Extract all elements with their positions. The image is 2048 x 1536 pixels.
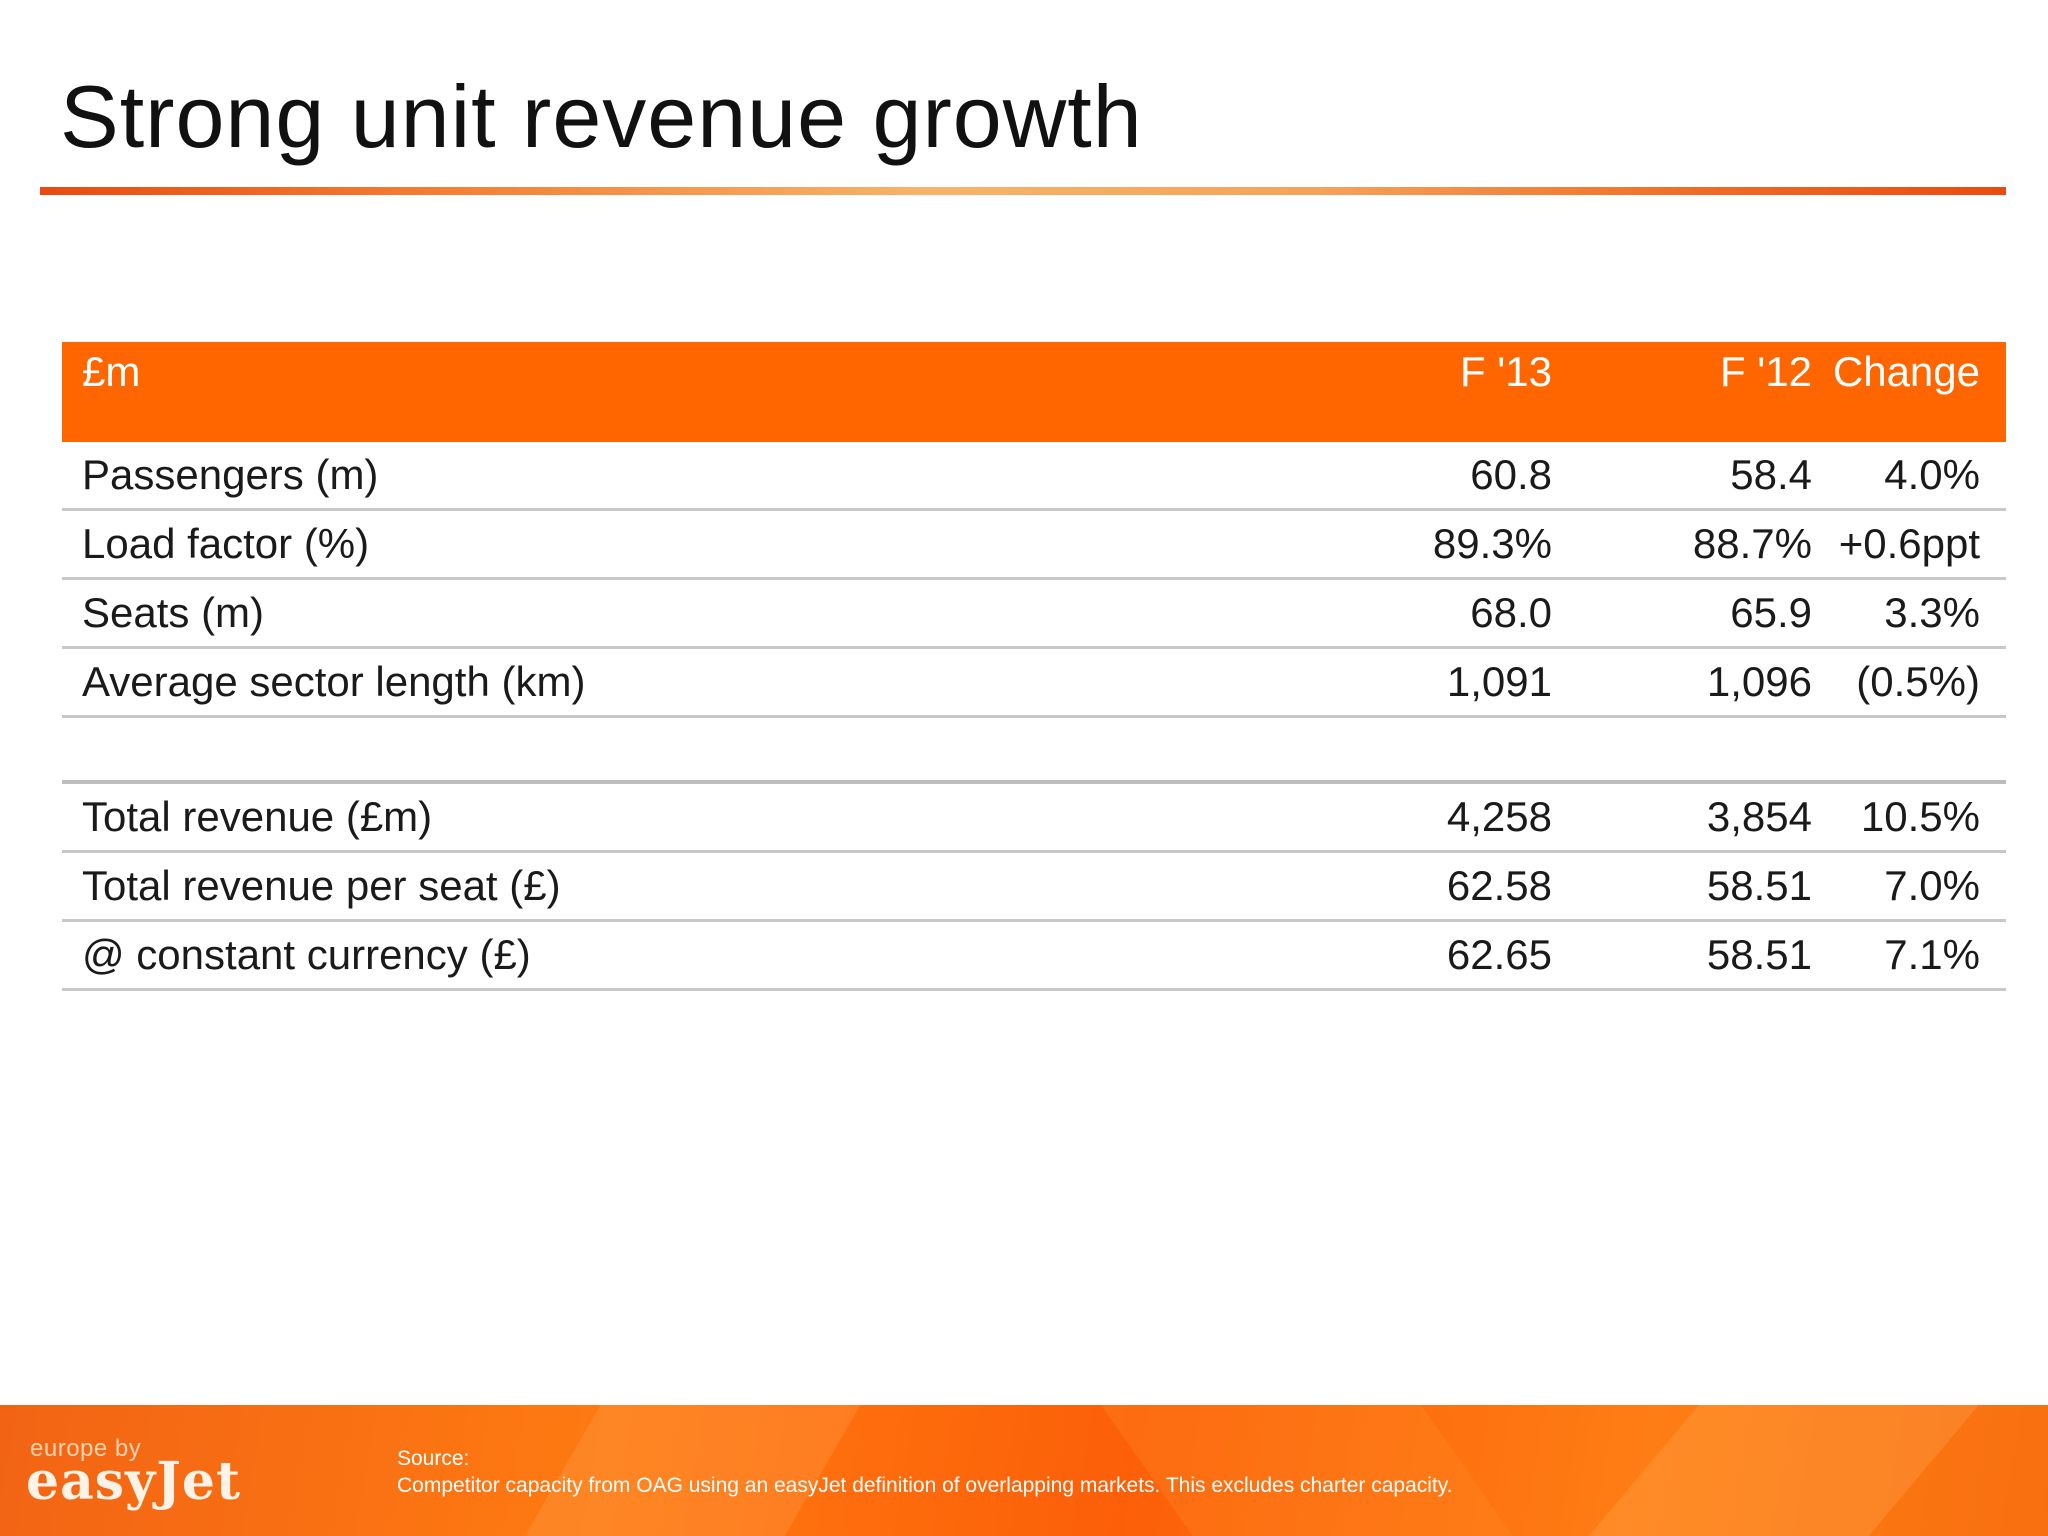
table-row: Average sector length (km) 1,091 1,096 (…	[62, 647, 2006, 718]
row-label: @ constant currency (£)	[62, 920, 1262, 991]
row-change-value: (0.5%)	[1812, 647, 2006, 718]
header-f12: F '12	[1552, 342, 1812, 442]
row-label: Load factor (%)	[62, 509, 1262, 580]
table-row: Total revenue per seat (£) 62.58 58.51 7…	[62, 851, 2006, 922]
row-f12-value: 1,096	[1552, 647, 1812, 718]
table-spacer-row	[62, 716, 2006, 784]
metrics-table: £m F '13 F '12 Change Passengers (m) 60.…	[62, 342, 2006, 991]
logo-tagline: europe by	[30, 1435, 142, 1462]
row-label: Passengers (m)	[62, 442, 1262, 511]
row-f13-value: 62.65	[1262, 920, 1552, 991]
row-f13-value: 4,258	[1262, 782, 1552, 853]
title-divider	[40, 187, 2006, 195]
row-f12-value: 58.51	[1552, 920, 1812, 991]
table-row: @ constant currency (£) 62.65 58.51 7.1%	[62, 920, 2006, 991]
row-label: Total revenue (£m)	[62, 782, 1262, 853]
spacer-cell	[1552, 716, 1812, 784]
row-f12-value: 3,854	[1552, 782, 1812, 853]
footer-decor-shape	[1079, 1405, 1541, 1536]
row-label: Average sector length (km)	[62, 647, 1262, 718]
table-row: Seats (m) 68.0 65.9 3.3%	[62, 578, 2006, 649]
header-change: Change	[1812, 342, 2006, 442]
footer-decor-shape	[1564, 1405, 1996, 1536]
row-f12-value: 58.51	[1552, 851, 1812, 922]
slide-title: Strong unit revenue growth	[60, 67, 1143, 166]
spacer-cell	[1812, 716, 2006, 784]
row-change-value: 7.0%	[1812, 851, 2006, 922]
easyjet-logo: easyJet	[26, 1451, 241, 1512]
footer-banner: europe by easyJet Source: Competitor cap…	[0, 1405, 2048, 1536]
row-change-value: 3.3%	[1812, 578, 2006, 649]
row-f13-value: 68.0	[1262, 578, 1552, 649]
row-f13-value: 60.8	[1262, 442, 1552, 511]
spacer-cell	[1262, 716, 1552, 784]
row-f12-value: 58.4	[1552, 442, 1812, 511]
table-row: Total revenue (£m) 4,258 3,854 10.5%	[62, 782, 2006, 853]
table-row: Passengers (m) 60.8 58.4 4.0%	[62, 442, 2006, 511]
row-f13-value: 89.3%	[1262, 509, 1552, 580]
row-label: Total revenue per seat (£)	[62, 851, 1262, 922]
row-change-value: +0.6ppt	[1812, 509, 2006, 580]
row-change-value: 10.5%	[1812, 782, 2006, 853]
row-change-value: 7.1%	[1812, 920, 2006, 991]
row-change-value: 4.0%	[1812, 442, 2006, 511]
row-f12-value: 88.7%	[1552, 509, 1812, 580]
source-label: Source:	[397, 1447, 470, 1470]
row-f13-value: 62.58	[1262, 851, 1552, 922]
row-label: Seats (m)	[62, 578, 1262, 649]
row-f13-value: 1,091	[1262, 647, 1552, 718]
header-f13: F '13	[1262, 342, 1552, 442]
spacer-cell	[62, 716, 1262, 784]
footer-decor-shape	[496, 1405, 884, 1536]
row-f12-value: 65.9	[1552, 578, 1812, 649]
table-header-row: £m F '13 F '12 Change	[62, 342, 2006, 442]
header-label: £m	[62, 342, 1262, 442]
table-row: Load factor (%) 89.3% 88.7% +0.6ppt	[62, 509, 2006, 580]
source-text: Competitor capacity from OAG using an ea…	[397, 1474, 1453, 1497]
